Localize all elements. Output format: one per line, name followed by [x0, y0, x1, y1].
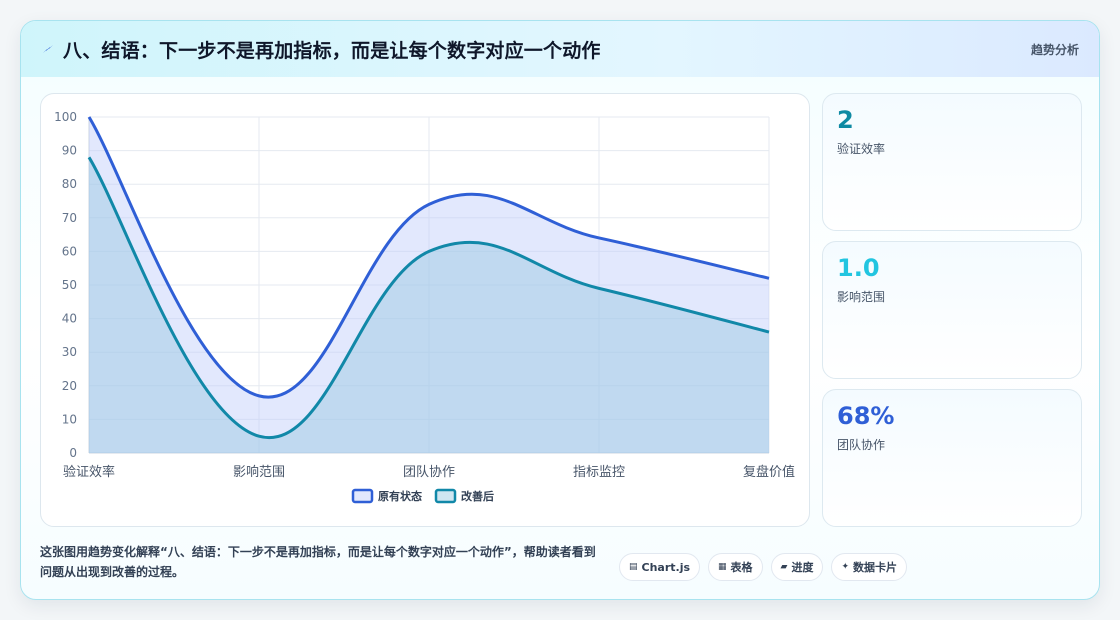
- trend-analysis-tag: 趋势分析: [1030, 43, 1079, 57]
- card-header: 八、结语：下一步不是再加指标，而是让每个数字对应一个动作 趋势分析: [21, 21, 1099, 77]
- series-line-1: [87, 156, 770, 440]
- stat-label: 验证效率: [837, 142, 886, 156]
- stat-label: 影响范围: [837, 290, 886, 304]
- stat-label: 团队协作: [837, 438, 886, 452]
- chart-icon: ▤: [629, 562, 638, 572]
- chart-panel: 0 10 20 30 40 50 60 70 80 90 100 验证效率 影响范围 团队协作 指标监控 复盘…: [40, 93, 810, 527]
- legend-swatch: [434, 488, 457, 504]
- chip-chartjs[interactable]: ▤ Chart.js: [619, 553, 701, 581]
- progress-icon: ▰: [780, 562, 788, 572]
- page-title: 八、结语：下一步不是再加指标，而是让每个数字对应一个动作: [63, 40, 601, 62]
- bolt-icon: [43, 45, 53, 53]
- legend-swatch: [351, 488, 374, 504]
- table-icon: ▦: [718, 562, 727, 572]
- chip-label: Chart.js: [641, 560, 691, 574]
- dashboard-card: 八、结语：下一步不是再加指标，而是让每个数字对应一个动作 趋势分析 0 10 20 3…: [20, 20, 1100, 600]
- y-tick-label: 20: [62, 379, 77, 393]
- legend-label: 改善后: [461, 489, 494, 503]
- y-tick-label: 30: [62, 345, 77, 359]
- y-tick-label: 10: [62, 412, 77, 426]
- y-tick-label: 60: [62, 244, 77, 258]
- y-tick-label: 50: [62, 278, 77, 292]
- chip-label: 进度: [791, 561, 814, 574]
- y-tick-label: 80: [62, 177, 77, 191]
- x-tick-label: 指标监控: [573, 465, 625, 480]
- x-tick-label: 验证效率: [63, 464, 115, 480]
- series-area-0: [89, 117, 769, 453]
- stat-card-impact: 1.0 影响范围: [822, 241, 1082, 379]
- chart-description: 这张图用趋势变化解释“八、结语：下一步不是再加指标，而是让每个数字对应一个动作”…: [40, 545, 596, 579]
- series-area-1: [89, 157, 769, 453]
- x-tick-label: 影响范围: [233, 464, 285, 480]
- series-line-0: [87, 116, 770, 399]
- stat-card-teamwork: 68% 团队协作: [822, 389, 1082, 527]
- stat-value: 1.0: [837, 254, 880, 282]
- chip-label: 表格: [730, 561, 753, 574]
- y-tick-label: 70: [62, 211, 77, 225]
- chip-group: ▤ Chart.js ▦ 表格 ▰ 进度 ✦ 数据卡片: [619, 553, 908, 581]
- stat-card-validation: 2 验证效率: [822, 93, 1082, 231]
- chip-progress[interactable]: ▰ 进度: [770, 553, 824, 581]
- stat-value: 2: [837, 106, 854, 134]
- chip-table[interactable]: ▦ 表格: [708, 553, 763, 581]
- x-tick-label: 复盘价值: [743, 464, 795, 480]
- area-chart: 0 10 20 30 40 50 60 70 80 90 100 验证效率 影响范围 团队协作 指标监控 复盘…: [54, 110, 795, 504]
- sparkle-icon: ✦: [841, 562, 850, 572]
- chip-data-card[interactable]: ✦ 数据卡片: [831, 553, 908, 581]
- chip-label: 数据卡片: [853, 561, 898, 574]
- y-tick-label: 0: [69, 446, 77, 460]
- stat-value: 68%: [837, 402, 895, 430]
- x-tick-label: 团队协作: [403, 465, 455, 480]
- y-tick-label: 90: [62, 144, 77, 158]
- legend-label: 原有状态: [378, 489, 422, 503]
- y-tick-label: 100: [54, 110, 77, 124]
- y-tick-label: 40: [62, 312, 77, 326]
